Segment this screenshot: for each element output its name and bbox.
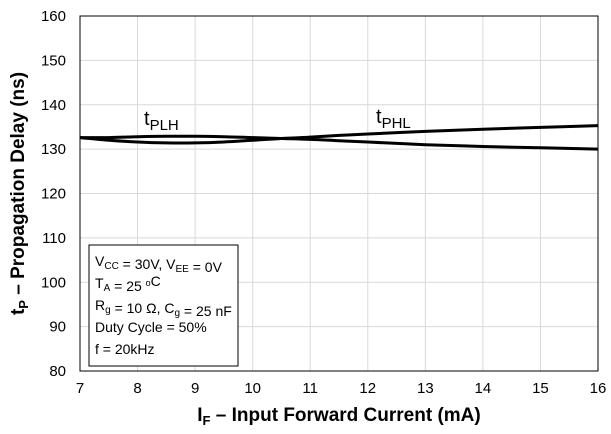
x-tick-label: 7	[76, 380, 84, 397]
test-condition-line: TA = 25 oC	[95, 273, 161, 294]
series-label-tplh: tPLH	[144, 108, 179, 134]
series-line-tphl	[79, 124, 599, 145]
x-tick-label: 8	[133, 380, 141, 397]
series-group	[79, 124, 599, 151]
y-tick-label: 140	[41, 97, 66, 114]
y-tick-label: 150	[41, 52, 66, 69]
test-condition-line: VCC = 30V, VEE = 0V	[95, 253, 223, 275]
y-tick-label: 80	[49, 363, 66, 380]
y-axis-title: tP – Propagation Delay (ns)	[8, 72, 31, 315]
x-tick-label: 14	[475, 380, 492, 397]
test-condition-line: Rg = 10 Ω, Cg = 25 nF	[95, 297, 232, 319]
y-tick-label: 130	[41, 141, 66, 158]
x-tick-label: 15	[532, 380, 549, 397]
test-conditions-frame	[88, 244, 239, 367]
x-tick-label: 11	[302, 380, 318, 397]
plot-area	[79, 15, 599, 372]
y-tick-label: 110	[42, 230, 66, 247]
series-label-tphl: tPHL	[376, 106, 411, 132]
y-tick-labels: 80 90 100 110 120 130 140 150 160	[41, 8, 66, 380]
test-condition-line: f = 20kHz	[95, 341, 155, 357]
test-condition-line: Duty Cycle = 50%	[95, 319, 207, 335]
x-tick-label: 10	[244, 380, 261, 397]
y-tick-label: 120	[41, 186, 66, 203]
y-tick-label: 90	[49, 319, 66, 336]
x-tick-label: 9	[191, 380, 199, 397]
x-axis-title: IF – Input Forward Current (mA)	[197, 405, 480, 428]
x-tick-labels: 7 8 9 10 11 12 13 14 15 16	[76, 380, 607, 397]
series-labels: tPLH tPHL	[144, 106, 411, 134]
x-tick-label: 16	[590, 380, 607, 397]
y-tick-label: 160	[41, 8, 66, 25]
x-tick-label: 13	[417, 380, 434, 397]
x-tick-label: 12	[359, 380, 376, 397]
y-tick-label: 100	[41, 274, 66, 291]
